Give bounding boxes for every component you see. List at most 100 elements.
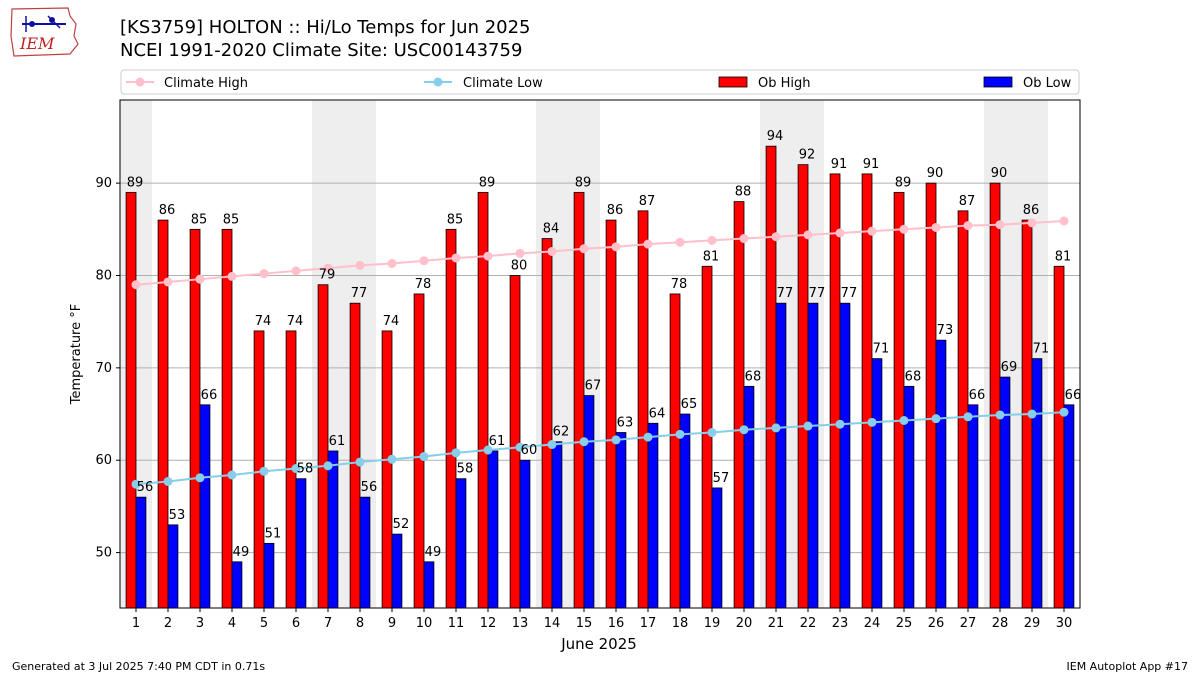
bar-ob-low-2 bbox=[167, 524, 179, 609]
bar-ob-low-17 bbox=[647, 422, 659, 609]
bar-ob-high-3 bbox=[189, 228, 201, 609]
legend-box bbox=[120, 69, 1080, 95]
label-ob-low-20: 68 bbox=[745, 369, 762, 384]
x-tick-label-20: 20 bbox=[736, 616, 753, 631]
bar-ob-high-1 bbox=[125, 191, 137, 609]
x-tick-label-18: 18 bbox=[672, 616, 689, 631]
bar-marks bbox=[125, 145, 1075, 609]
x-tick-label-4: 4 bbox=[228, 616, 236, 631]
x-tick-label-30: 30 bbox=[1056, 616, 1073, 631]
x-axis-label: June 2025 bbox=[560, 635, 637, 653]
climate-high-point-7 bbox=[323, 263, 333, 273]
bar-ob-high-21 bbox=[765, 145, 777, 609]
x-tick-label-15: 15 bbox=[576, 616, 593, 631]
climate-high-point-13 bbox=[515, 248, 525, 258]
y-tick-label-60: 60 bbox=[95, 453, 112, 468]
bar-ob-high-17 bbox=[637, 210, 649, 609]
climate-low-point-17 bbox=[643, 432, 653, 442]
label-ob-high-27: 87 bbox=[959, 194, 976, 209]
label-ob-high-29: 86 bbox=[1023, 203, 1040, 218]
climate-low-point-9 bbox=[387, 454, 397, 464]
bar-ob-high-15 bbox=[573, 191, 585, 609]
label-ob-high-23: 91 bbox=[831, 157, 848, 172]
x-tick-label-2: 2 bbox=[164, 616, 172, 631]
bar-ob-high-10 bbox=[413, 293, 425, 609]
label-ob-low-12: 61 bbox=[489, 434, 506, 449]
label-ob-high-14: 84 bbox=[543, 222, 560, 237]
climate-low-point-19 bbox=[707, 428, 717, 438]
bar-ob-low-26 bbox=[935, 339, 947, 609]
climate-high-point-17 bbox=[643, 239, 653, 249]
label-ob-high-11: 85 bbox=[447, 212, 464, 227]
label-ob-high-26: 90 bbox=[927, 166, 944, 181]
label-ob-high-17: 87 bbox=[639, 194, 656, 209]
climate-low-point-22 bbox=[803, 421, 813, 431]
label-ob-low-27: 66 bbox=[969, 388, 986, 403]
label-ob-high-20: 88 bbox=[735, 185, 752, 200]
climate-high-point-18 bbox=[675, 237, 685, 247]
label-ob-low-8: 56 bbox=[361, 480, 378, 495]
climate-low-point-2 bbox=[163, 476, 173, 486]
bar-ob-high-18 bbox=[669, 293, 681, 609]
x-tick-label-21: 21 bbox=[768, 616, 785, 631]
bar-ob-low-7 bbox=[327, 450, 339, 609]
y-tick-label-90: 90 bbox=[95, 176, 112, 191]
climate-high-point-24 bbox=[867, 226, 877, 236]
climate-low-line bbox=[135, 411, 1065, 486]
label-ob-low-23: 77 bbox=[841, 286, 858, 301]
bar-ob-low-18 bbox=[679, 413, 691, 609]
climate-low-point-3 bbox=[195, 473, 205, 483]
x-tick-label-17: 17 bbox=[640, 616, 657, 631]
x-tick-label-9: 9 bbox=[388, 616, 396, 631]
label-ob-high-25: 89 bbox=[895, 175, 912, 190]
bar-ob-high-13 bbox=[509, 275, 521, 609]
climate-high-point-2 bbox=[163, 277, 173, 287]
climate-high-point-15 bbox=[579, 244, 589, 254]
x-tick-label-19: 19 bbox=[704, 616, 721, 631]
label-ob-high-10: 78 bbox=[415, 277, 432, 292]
bar-ob-low-9 bbox=[391, 533, 403, 609]
climate-high-point-19 bbox=[707, 235, 717, 245]
climate-low-point-4 bbox=[227, 470, 237, 480]
x-tick-label-6: 6 bbox=[292, 616, 300, 631]
grid-lines bbox=[120, 182, 1080, 554]
climate-low-point-7 bbox=[323, 461, 333, 471]
label-ob-high-3: 85 bbox=[191, 212, 208, 227]
label-ob-high-6: 74 bbox=[287, 314, 304, 329]
bar-ob-high-26 bbox=[925, 182, 937, 609]
x-tick-label-14: 14 bbox=[544, 616, 561, 631]
bar-ob-low-6 bbox=[295, 478, 307, 609]
label-ob-low-26: 73 bbox=[937, 323, 954, 338]
climate-low-point-12 bbox=[483, 445, 493, 455]
climate-high-point-11 bbox=[451, 253, 461, 263]
x-tick-label-27: 27 bbox=[960, 616, 977, 631]
climate-low-point-1 bbox=[131, 479, 141, 489]
x-tick-label-10: 10 bbox=[416, 616, 433, 631]
climate-low-point-16 bbox=[611, 435, 621, 445]
bar-ob-low-8 bbox=[359, 496, 371, 609]
climate-low-point-28 bbox=[995, 410, 1005, 420]
climate-high-point-27 bbox=[963, 221, 973, 231]
label-ob-low-22: 77 bbox=[809, 286, 826, 301]
bar-ob-high-11 bbox=[445, 228, 457, 609]
climate-high-point-20 bbox=[739, 234, 749, 244]
label-ob-high-13: 80 bbox=[511, 258, 528, 273]
label-ob-high-15: 89 bbox=[575, 175, 592, 190]
bar-ob-high-16 bbox=[605, 219, 617, 609]
label-ob-high-12: 89 bbox=[479, 175, 496, 190]
bar-ob-high-25 bbox=[893, 191, 905, 609]
bar-ob-high-23 bbox=[829, 173, 841, 609]
x-tick-label-7: 7 bbox=[324, 616, 332, 631]
climate-low-point-5 bbox=[259, 466, 269, 476]
bar-ob-high-8 bbox=[349, 302, 361, 609]
label-ob-low-5: 51 bbox=[265, 526, 282, 541]
bar-ob-high-27 bbox=[957, 210, 969, 609]
climate-low-point-15 bbox=[579, 437, 589, 447]
x-tick-label-22: 22 bbox=[800, 616, 817, 631]
x-tick-label-11: 11 bbox=[448, 616, 465, 631]
x-tick-label-29: 29 bbox=[1024, 616, 1041, 631]
y-axis-label: Temperature °F bbox=[69, 304, 84, 405]
footer-app: IEM Autoplot App #17 bbox=[1066, 660, 1189, 673]
label-ob-low-9: 52 bbox=[393, 517, 410, 532]
label-ob-low-4: 49 bbox=[233, 545, 250, 560]
